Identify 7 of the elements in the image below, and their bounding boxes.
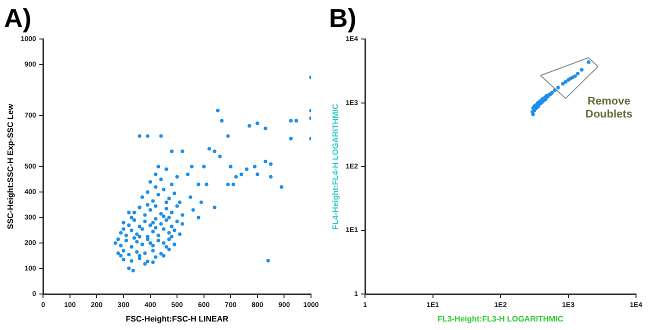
y-axis-title: SSC-Height:SSC-H Exp-SSC Lew — [6, 103, 16, 230]
y-axis-title: FL4-Height:FL4-H LOGARITHMIC — [331, 104, 340, 230]
chart-title: B) — [329, 2, 356, 33]
chart-title: A) — [4, 2, 32, 33]
x-axis-title: FL3-Height:FL3-H LOGARITHMIC — [438, 314, 564, 324]
annotation: Remove Doublets — [585, 96, 632, 121]
x-axis-title: FSC-Height:FSC-H LINEAR — [126, 314, 229, 324]
